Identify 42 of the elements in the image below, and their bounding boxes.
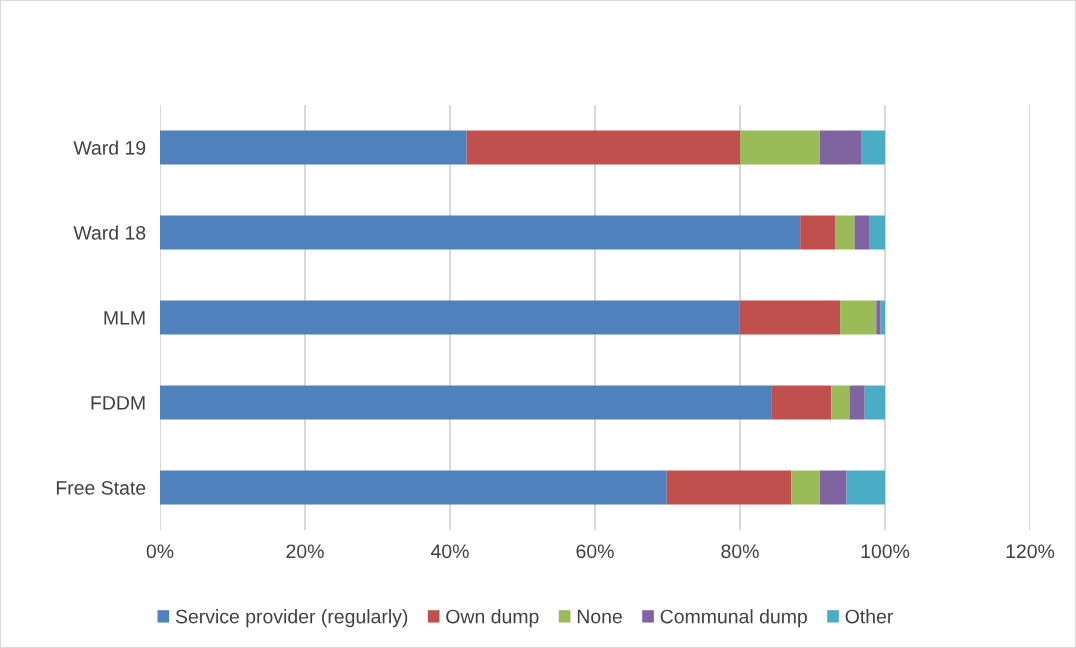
x-tick-label: 100% — [861, 544, 910, 559]
bar — [854, 215, 870, 250]
bar — [160, 130, 467, 165]
bar — [160, 215, 801, 250]
bar — [771, 385, 832, 420]
bar — [846, 470, 885, 505]
legend-label: Other — [845, 609, 893, 624]
y-tick-label: Ward 19 — [73, 140, 146, 155]
y-tick-label: MLM — [104, 311, 145, 325]
x-tick-label: 0% — [146, 544, 174, 559]
bar — [831, 385, 850, 420]
y-tick-label: Ward 18 — [73, 225, 146, 240]
bar — [160, 300, 740, 335]
y-tick-label: Free State — [56, 480, 146, 495]
x-tick-label: 80% — [721, 544, 759, 559]
bar — [466, 130, 740, 165]
bar — [819, 470, 847, 505]
bar — [869, 215, 885, 250]
bar — [864, 385, 885, 420]
legend-label: Own dump — [446, 609, 539, 628]
x-tick-label: 60% — [576, 544, 614, 559]
x-tick-label: 40% — [430, 544, 469, 559]
bar — [160, 470, 667, 505]
y-tick-label: FDDM — [91, 396, 145, 410]
bar — [160, 385, 772, 420]
bar — [880, 300, 885, 335]
bar — [849, 385, 865, 420]
bar — [800, 215, 835, 250]
x-tick-label: 120% — [1006, 544, 1055, 559]
bar — [740, 130, 820, 165]
legend-label: Service provider (regularly) — [175, 609, 408, 628]
x-tick-label: 20% — [286, 544, 324, 559]
bar — [739, 300, 841, 335]
bar — [834, 215, 855, 250]
bar — [840, 300, 877, 335]
bar — [876, 300, 881, 335]
bar — [791, 470, 820, 505]
bar — [861, 130, 885, 165]
legend-label: Communal dump — [660, 609, 807, 628]
legend-label: None — [577, 609, 622, 624]
bar — [819, 130, 862, 165]
bar — [666, 470, 792, 505]
